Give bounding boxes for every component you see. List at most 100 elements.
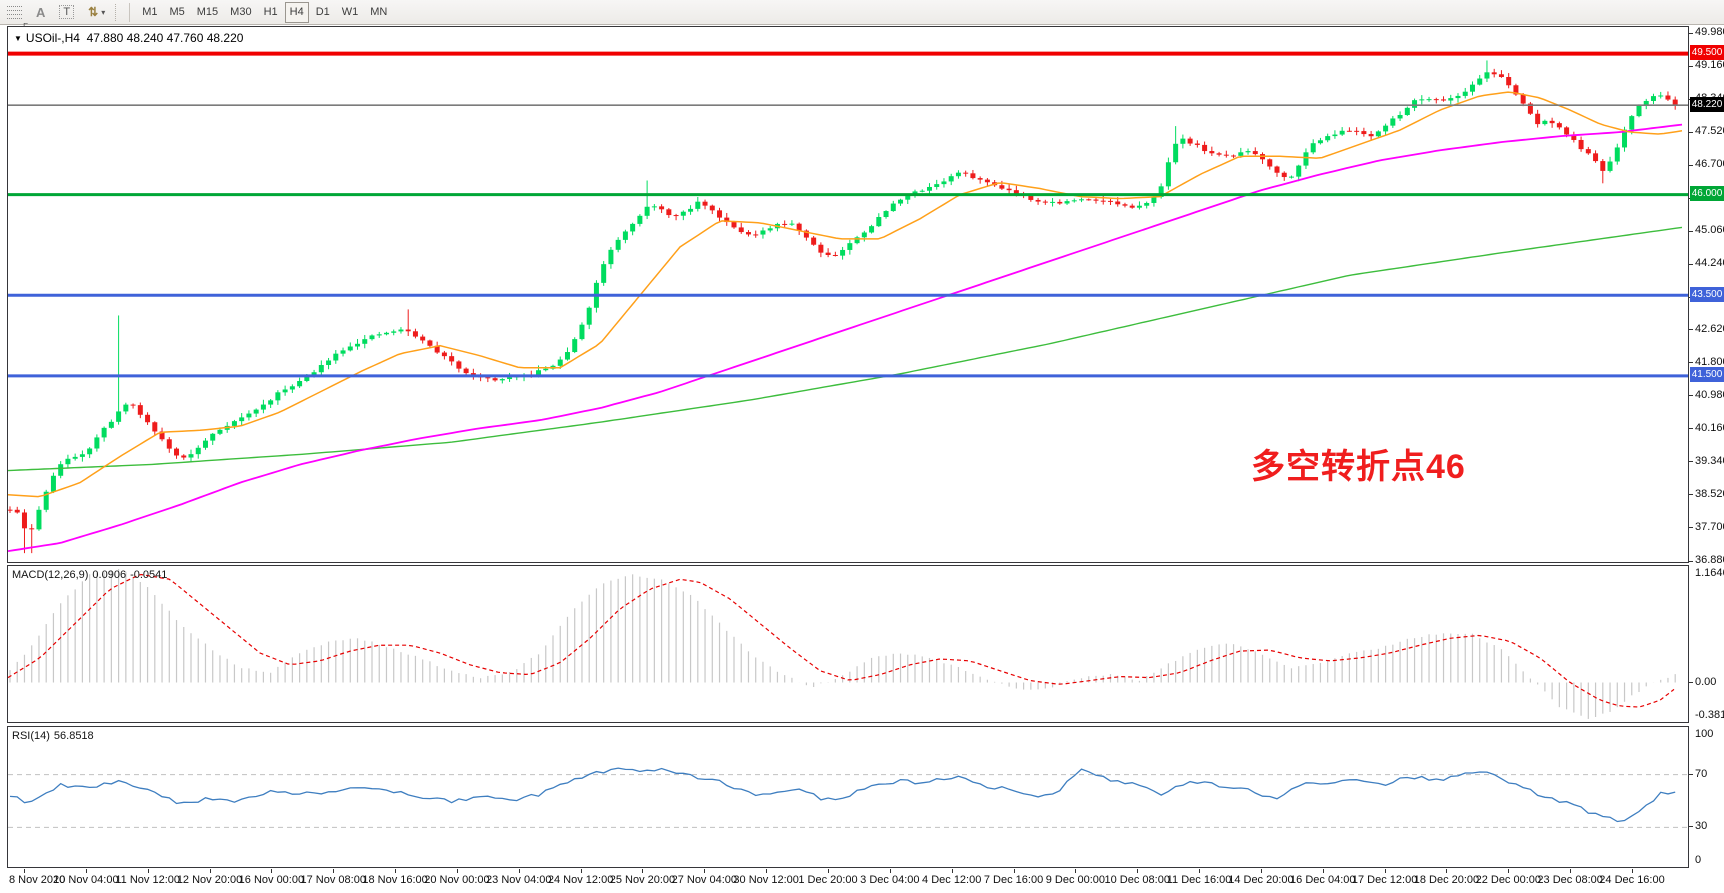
template-lines-tool-button[interactable]: F — [3, 2, 28, 31]
time-tick-mark — [1137, 869, 1139, 873]
time-tick-mark — [1075, 869, 1077, 873]
text-label-tool-button[interactable]: T — [55, 2, 78, 23]
timeframe-button-M5[interactable]: M5 — [169, 6, 185, 18]
time-tick-label: 23 Dec 08:00 — [1537, 874, 1603, 886]
time-tick-mark — [889, 869, 891, 873]
chart-ohlc-values: 47.880 48.240 47.760 48.220 — [86, 31, 244, 45]
time-tick-label: 17 Dec 12:00 — [1351, 874, 1418, 886]
price-tick-mark — [1689, 65, 1693, 67]
time-tick-label: 20 Nov 00:00 — [424, 874, 490, 886]
price-tick-mark — [1689, 329, 1693, 331]
time-tick-label: 24 Nov 12:00 — [547, 874, 614, 886]
time-tick-mark — [1260, 869, 1262, 873]
macd-main-value: 0.0906 — [92, 569, 127, 581]
timeframe-button-D1[interactable]: D1 — [315, 6, 330, 18]
time-tick-mark — [85, 869, 87, 873]
macd-indicator-panel[interactable]: MACD(12,26,9) 0.0906 -0.0541 — [7, 565, 1689, 723]
rsi-tick-label: 70 — [1695, 767, 1708, 780]
toolbar: F A T ⇅ ▾ M1 M5 M15 M30 H1 H4 D1 W1 MN — [0, 0, 1724, 31]
time-tick-label: 24 Dec 16:00 — [1599, 874, 1665, 886]
time-tick-label: 10 Dec 08:00 — [1104, 874, 1170, 886]
time-tick-mark — [1632, 869, 1633, 873]
time-tick-label: 7 Dec 16:00 — [983, 874, 1044, 886]
macd-chart-canvas[interactable] — [8, 566, 1688, 722]
time-tick-label: 22 Dec 00:00 — [1475, 874, 1542, 886]
time-tick-mark — [828, 869, 829, 873]
chart-symbol-period: USOil-,H4 — [25, 31, 80, 45]
price-tick-label: 45.060 — [1695, 224, 1724, 237]
font-tool-button[interactable]: A — [32, 2, 49, 23]
time-tick-label: 23 Nov 04:00 — [486, 874, 552, 886]
price-level-badge: 41.500 — [1690, 367, 1724, 383]
price-tick-mark — [1689, 494, 1693, 496]
price-tick-mark — [1689, 263, 1693, 265]
annotation-text: 多空转折点46 — [1251, 448, 1466, 486]
rsi-tick-mark — [1689, 826, 1693, 828]
time-tick-mark — [209, 869, 211, 873]
chevron-down-icon: ▾ — [101, 7, 106, 17]
timeframe-button-H4[interactable]: H4 — [284, 1, 309, 23]
price-tick-label: 37.700 — [1695, 520, 1724, 533]
time-tick-label: 11 Dec 16:00 — [1166, 874, 1232, 886]
time-tick-mark — [518, 869, 520, 873]
timeframe-button-H1[interactable]: H1 — [263, 6, 278, 18]
time-tick-mark — [642, 869, 644, 873]
price-tick-label: 42.620 — [1695, 322, 1724, 335]
macd-name: MACD(12,26,9) — [12, 569, 89, 581]
time-tick-label: 14 Dec 20:00 — [1228, 874, 1294, 886]
rsi-tick-label: 30 — [1695, 820, 1708, 833]
time-tick-label: 25 Nov 20:00 — [609, 874, 676, 886]
time-axis[interactable]: 8 Nov 2020 10 Nov 04:00 11 Nov 12:00 12 Nov… — [7, 868, 1689, 893]
price-tick-label: 38.520 — [1695, 487, 1724, 500]
current-price-badge: 48.220 — [1690, 96, 1724, 112]
time-tick-label: 8 Nov 2020 — [9, 874, 66, 886]
main-chart-panel[interactable]: ▼ USOil-,H4 47.880 48.240 47.760 48.220 多… — [7, 26, 1689, 563]
timeframe-button-MN[interactable]: MN — [370, 6, 388, 18]
rsi-label: RSI(14) 56.8518 — [12, 730, 98, 742]
timeframe-button-M15[interactable]: M15 — [196, 6, 219, 18]
timeframe-button-M30[interactable]: M30 — [230, 6, 252, 18]
chart-menu-arrow-icon[interactable]: ▼ — [14, 34, 22, 43]
price-tick-label: 49.980 — [1695, 26, 1724, 39]
macd-label: MACD(12,26,9) 0.0906 -0.0541 — [12, 569, 171, 581]
time-tick-label: 11 Nov 12:00 — [115, 874, 180, 886]
candlestick-chart-canvas[interactable] — [8, 27, 1688, 562]
time-tick-label: 17 Nov 08:00 — [300, 874, 366, 886]
chart-title: ▼ USOil-,H4 47.880 48.240 47.760 48.220 — [14, 31, 243, 45]
macd-tick-mark — [1689, 681, 1693, 683]
time-tick-mark — [1508, 869, 1510, 873]
rsi-value: 56.8518 — [53, 730, 94, 742]
text-box-icon: T — [59, 5, 75, 19]
time-tick-mark — [580, 869, 582, 873]
time-tick-mark — [24, 869, 25, 873]
sort-arrows-icon: ⇅ — [88, 5, 99, 19]
time-tick-label: 30 Nov 12:00 — [733, 874, 799, 886]
time-tick-mark — [1322, 869, 1324, 873]
macd-tick-label: -0.3812 — [1695, 709, 1724, 721]
price-tick-mark — [1689, 164, 1693, 166]
timeframe-button-W1[interactable]: W1 — [341, 6, 359, 18]
time-tick-mark — [951, 869, 953, 873]
price-level-badge: 49.500 — [1690, 45, 1724, 61]
arrange-tool-button[interactable]: ⇅ ▾ — [84, 2, 109, 23]
time-tick-label: 9 Dec 00:00 — [1045, 874, 1106, 886]
timeframe-buttons: M1 M5 M15 M30 H1 H4 D1 W1 MN — [136, 1, 393, 23]
price-axis[interactable]: 49.98049.16048.34047.52046.70045.88045.0… — [1689, 26, 1724, 886]
toolbar-grip — [115, 3, 118, 21]
price-tick-mark — [1689, 560, 1693, 562]
price-tick-label: 49.160 — [1695, 59, 1724, 72]
price-tick-label: 47.520 — [1695, 125, 1724, 138]
timeframe-button-M1[interactable]: M1 — [142, 6, 158, 18]
time-tick-mark — [1013, 869, 1015, 873]
price-tick-label: 41.800 — [1695, 355, 1724, 368]
time-tick-label: 27 Nov 04:00 — [671, 874, 738, 886]
macd-tick-label: 1.1646 — [1695, 567, 1724, 579]
rsi-indicator-panel[interactable]: RSI(14) 56.8518 — [7, 726, 1689, 868]
price-tick-mark — [1689, 461, 1693, 463]
rsi-chart-canvas[interactable] — [8, 727, 1688, 867]
time-tick-label: 4 Dec 12:00 — [922, 874, 982, 886]
price-tick-label: 40.160 — [1695, 421, 1724, 434]
price-level-badge: 43.500 — [1690, 286, 1724, 302]
time-tick-label: 3 Dec 04:00 — [860, 874, 920, 886]
time-tick-mark — [704, 869, 706, 873]
